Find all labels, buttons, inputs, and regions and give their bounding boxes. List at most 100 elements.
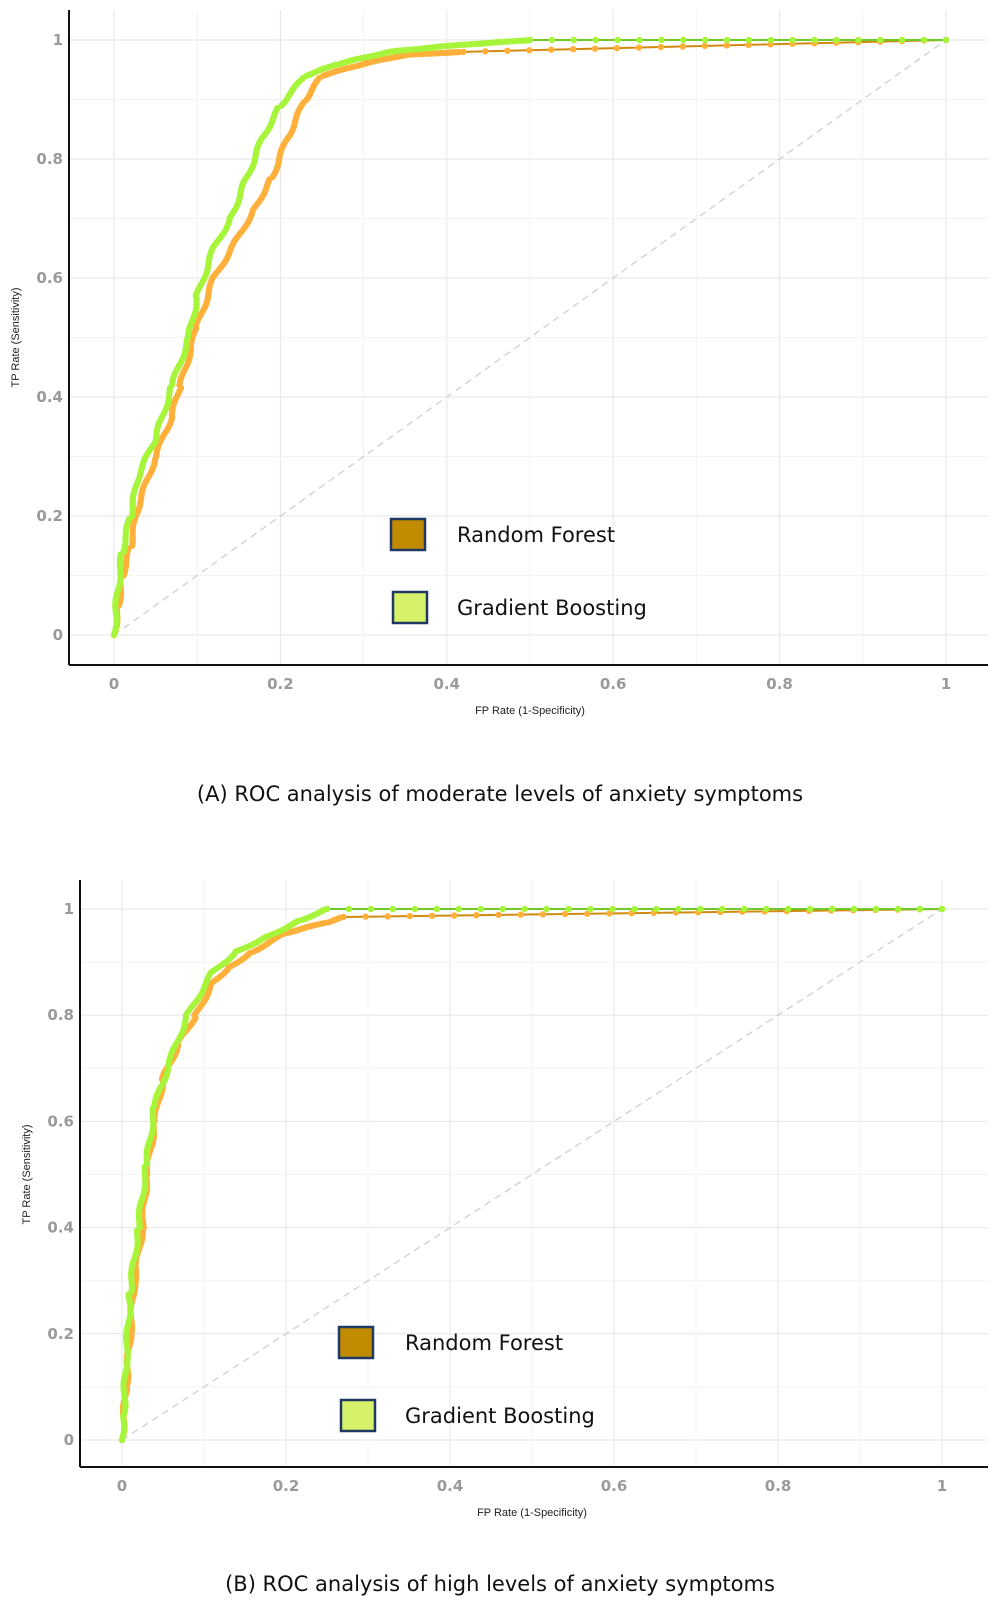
x-tick-label: 0.6 xyxy=(600,675,627,693)
legend-label-gradient-boosting: Gradient Boosting xyxy=(457,596,647,620)
data-point xyxy=(658,36,665,44)
data-point xyxy=(539,911,547,918)
data-point xyxy=(477,905,484,913)
series-markers-random-forest xyxy=(110,36,950,639)
data-point xyxy=(340,913,347,921)
x-tick-label: 0.2 xyxy=(273,1477,300,1495)
data-point xyxy=(701,36,709,44)
data-point xyxy=(697,905,704,913)
data-point xyxy=(785,905,792,913)
data-point xyxy=(565,905,572,913)
data-point xyxy=(745,41,752,49)
data-point xyxy=(294,917,302,925)
data-point xyxy=(570,36,577,44)
y-tick-label: 1 xyxy=(53,31,63,49)
data-point xyxy=(894,905,902,913)
legend-label-random-forest: Random Forest xyxy=(405,1331,563,1355)
legend-swatch-gradient-boosting xyxy=(339,1398,377,1433)
data-point xyxy=(504,47,511,55)
data-point xyxy=(916,905,924,913)
data-point xyxy=(526,36,534,44)
data-point xyxy=(938,905,946,913)
data-point xyxy=(636,36,643,44)
data-point xyxy=(547,46,555,53)
data-point xyxy=(569,45,577,53)
data-point xyxy=(526,47,533,54)
data-point xyxy=(455,48,463,56)
y-axis-label: TP Rate (Sensitivity) xyxy=(10,287,22,387)
data-point xyxy=(719,905,726,913)
data-point xyxy=(763,905,770,913)
x-tick-label: 0.6 xyxy=(601,1477,628,1495)
y-tick-label: 0.6 xyxy=(47,1112,74,1130)
data-point xyxy=(635,44,643,51)
data-point xyxy=(855,36,862,44)
data-point xyxy=(807,905,814,913)
y-tick-label: 0.8 xyxy=(36,150,63,168)
data-point xyxy=(543,905,550,913)
x-tick-label: 0 xyxy=(109,675,119,693)
y-tick-label: 0 xyxy=(64,1431,74,1449)
data-point xyxy=(592,36,599,44)
y-tick-label: 0.4 xyxy=(36,388,63,406)
data-point xyxy=(584,910,591,917)
data-point xyxy=(850,905,858,913)
data-point xyxy=(614,36,621,44)
data-point xyxy=(428,912,436,919)
data-point xyxy=(384,913,391,920)
data-point xyxy=(323,905,331,913)
data-point xyxy=(389,905,397,913)
x-tick-label: 0.8 xyxy=(765,1477,792,1495)
data-point xyxy=(811,36,818,44)
y-tick-label: 0.2 xyxy=(36,507,63,525)
data-point xyxy=(872,905,880,913)
data-point xyxy=(942,36,950,44)
data-point xyxy=(653,905,660,913)
data-point xyxy=(345,905,353,913)
y-tick-label: 0.4 xyxy=(47,1219,74,1237)
data-point xyxy=(451,912,458,919)
data-point xyxy=(745,36,753,44)
data-point xyxy=(455,905,462,913)
caption-a: (A) ROC analysis of moderate levels of a… xyxy=(196,782,804,806)
y-tick-label: 1 xyxy=(64,900,74,918)
data-point xyxy=(828,905,836,913)
data-point xyxy=(920,36,928,44)
series-markers-gradient-boosting xyxy=(118,905,946,1444)
x-tick-label: 1 xyxy=(941,675,951,693)
data-point xyxy=(591,45,599,52)
data-point xyxy=(367,905,375,913)
y-tick-label: 0.8 xyxy=(47,1006,74,1024)
y-tick-label: 0.6 xyxy=(36,269,63,287)
data-point xyxy=(587,905,594,913)
data-point xyxy=(548,36,556,44)
y-tick-label: 0 xyxy=(53,626,63,644)
data-point xyxy=(767,36,775,44)
data-point xyxy=(613,44,621,52)
data-point xyxy=(517,911,524,918)
data-point xyxy=(362,913,369,920)
data-point xyxy=(411,905,419,913)
data-point xyxy=(789,36,796,44)
data-point xyxy=(561,910,569,918)
series-markers-gradient-boosting xyxy=(110,36,950,639)
data-point xyxy=(499,905,506,913)
data-point xyxy=(495,911,502,919)
reference-diagonal xyxy=(121,908,943,1441)
reference-diagonal xyxy=(113,39,947,636)
data-point xyxy=(460,48,467,56)
data-point xyxy=(723,42,730,49)
data-point xyxy=(631,905,638,913)
data-point xyxy=(741,905,748,913)
x-tick-label: 0.2 xyxy=(267,675,294,693)
x-axis-label: FP Rate (1-Specificity) xyxy=(477,1507,587,1519)
x-tick-label: 0.4 xyxy=(437,1477,464,1495)
y-tick-label: 0.2 xyxy=(47,1325,74,1343)
x-tick-label: 0 xyxy=(117,1477,127,1495)
data-point xyxy=(877,36,884,44)
roc-chart-a: 0 0.2 0.4 0.6 0.8 1 0 0.2 0.4 0.6 0.8 1 FP Rate (1-S… xyxy=(10,10,988,717)
data-point xyxy=(657,43,665,51)
data-point xyxy=(680,36,687,44)
data-point xyxy=(482,48,489,55)
x-tick-label: 0.8 xyxy=(766,675,793,693)
